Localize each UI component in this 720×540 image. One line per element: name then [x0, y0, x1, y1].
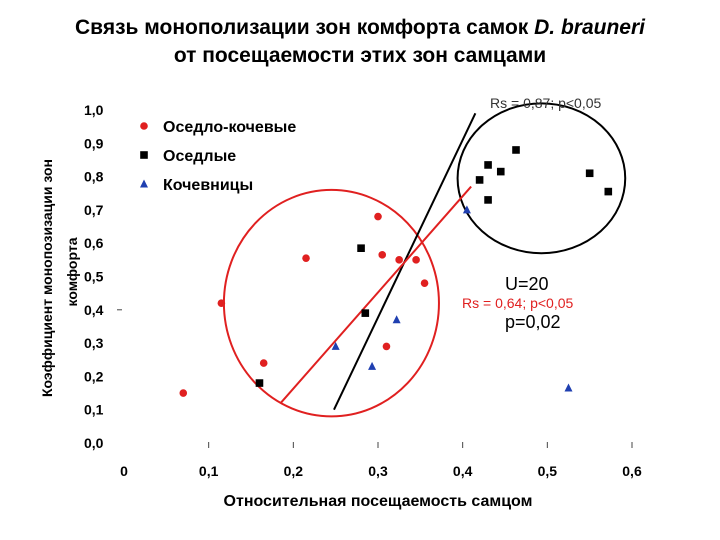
data-point-circle — [374, 212, 382, 221]
data-point-triangle — [368, 361, 377, 370]
y-tick-label: 0,0 — [84, 435, 104, 451]
data-point-square — [604, 187, 613, 196]
data-point-square — [585, 169, 594, 178]
x-tick-label: 0,2 — [284, 463, 304, 479]
data-point-square — [361, 309, 370, 317]
data-point-circle — [382, 342, 391, 351]
data-point-circle — [179, 389, 188, 397]
data-point-circle — [217, 299, 226, 307]
y-tick-label: 0,4 — [84, 302, 104, 318]
legend-marker-square — [140, 151, 148, 159]
data-point-circle — [420, 279, 429, 287]
x-tick-label: 0,6 — [622, 463, 642, 479]
legend-label: Оседло-кочевые — [163, 119, 296, 136]
y-tick-label: 0,2 — [84, 368, 104, 384]
data-point-square — [357, 244, 365, 252]
legend-marker-circle — [140, 122, 148, 130]
group-ellipses — [222, 102, 627, 418]
data-point-triangle — [331, 341, 340, 350]
data-point-square — [255, 379, 264, 387]
data-point-circle — [259, 359, 268, 367]
data-point-square — [475, 176, 484, 184]
x-tick-label: 0,3 — [368, 463, 388, 479]
x-axis-ticks: 0 0,1 0,2 0,3 0,4 0,5 0,6 — [120, 442, 642, 479]
u-value-label: U=20 — [505, 274, 549, 294]
y-axis-title-line-1: Коэффициент монопозизации зон — [39, 159, 55, 397]
y-tick-label: 0,6 — [84, 235, 104, 251]
legend-marker-triangle — [140, 179, 148, 188]
y-tick-label: 0,3 — [84, 335, 104, 351]
trend-lines — [279, 112, 477, 411]
rs-black-label: Rs = 0,87; p<0,05 — [490, 95, 602, 111]
rs-red-label: Rs = 0,64; p<0,05 — [462, 295, 574, 311]
y-tick-label: 0,5 — [84, 269, 104, 285]
data-point-circle — [302, 254, 310, 262]
data-point-triangle — [462, 205, 471, 214]
legend: Оседло-кочевые Оседлые Кочевницы — [140, 119, 296, 194]
data-point-triangle — [564, 383, 573, 392]
x-tick-label: 0,1 — [199, 463, 219, 479]
data-point-square — [484, 161, 492, 169]
data-point-square — [496, 167, 505, 176]
data-point-square — [484, 196, 492, 204]
data-point-square — [512, 146, 520, 154]
y-axis-title: Коэффициент монопозизации зон комфорта — [39, 159, 80, 397]
x-tick-label: 0,5 — [538, 463, 558, 479]
y-tick-label: 0,8 — [84, 169, 104, 185]
data-point-circle — [378, 251, 387, 259]
data-point-triangle — [392, 315, 401, 324]
y-tick-label: 0,1 — [84, 402, 104, 418]
x-tick-label: 0,4 — [453, 463, 473, 479]
trend-line — [279, 185, 472, 404]
y-axis-title-line-2: комфорта — [64, 237, 80, 306]
y-tick-label: 0,7 — [84, 202, 104, 218]
legend-label: Кочевницы — [163, 177, 253, 194]
chart-title-line-1: Связь монополизации зон комфорта самок D… — [0, 16, 720, 40]
y-tick-label: 1,0 — [84, 102, 104, 118]
legend-label: Оседлые — [163, 148, 236, 165]
y-axis-ticks: 0,0 0,1 0,2 0,3 0,4 0,5 0,6 0,7 0,8 0,9 1,0 — [84, 102, 122, 451]
data-point-circle — [395, 256, 403, 264]
group-ellipse — [456, 102, 627, 255]
data-point-circle — [412, 256, 420, 264]
p-value-label: p=0,02 — [505, 312, 561, 332]
x-axis-title: Относительная посещаемость самцом — [224, 493, 533, 510]
x-tick-label: 0 — [120, 463, 128, 479]
chart-title-line-2: от посещаемости этих зон самцами — [173, 44, 547, 67]
y-tick-label: 0,9 — [84, 135, 104, 151]
data-points — [179, 146, 613, 397]
title-prefix: Связь монополизации зон комфорта самок — [75, 16, 535, 39]
title-species: D. brauneri — [534, 16, 645, 39]
